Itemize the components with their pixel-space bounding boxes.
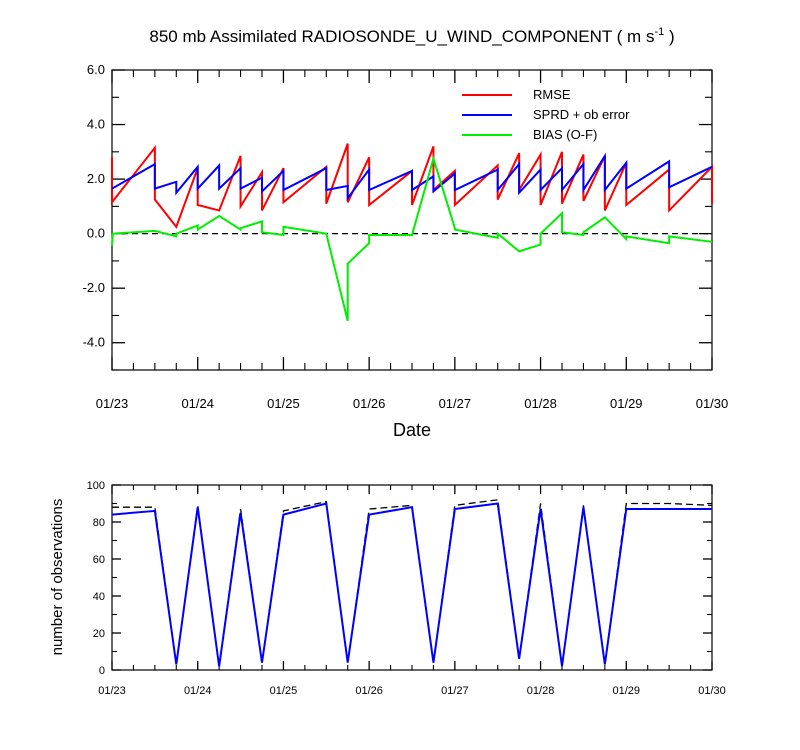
x-tick-label: 01/24 <box>181 396 214 411</box>
y-tick-label: 80 <box>93 517 105 529</box>
y-tick-label: 60 <box>93 554 105 566</box>
x-tick-label: 01/29 <box>613 685 641 697</box>
y-tick-label: 6.0 <box>87 62 105 77</box>
y-tick-label: 4.0 <box>87 117 105 132</box>
x-tick-label: 01/30 <box>698 685 726 697</box>
x-tick-label: 01/29 <box>610 396 643 411</box>
y-tick-label: 0.0 <box>87 226 105 241</box>
x-tick-label: 01/30 <box>696 396 729 411</box>
chart-title: 850 mb Assimilated RADIOSONDE_U_WIND_COM… <box>149 26 674 46</box>
x-tick-label: 01/23 <box>98 685 126 697</box>
x-tick-label: 01/27 <box>441 685 469 697</box>
top-panel: 01/23 01/24 01/25 01/26 01/27 01/28 01/29 01/30… <box>83 62 729 440</box>
series-line-1 <box>111 502 712 667</box>
top-series-group <box>111 143 713 322</box>
series-line-2 <box>111 155 713 322</box>
y-tick-label: 40 <box>93 591 105 603</box>
y-tick-label: 100 <box>87 480 105 492</box>
x-tick-label: 01/26 <box>353 396 386 411</box>
title-unit-superscript: -1 <box>654 26 664 38</box>
series-line-0 <box>112 499 713 667</box>
legend: RMSE SPRD + ob error BIAS (O-F) <box>462 87 630 142</box>
x-tick-label: 01/26 <box>355 685 383 697</box>
x-tick-label: 01/24 <box>184 685 212 697</box>
x-tick-label: 01/28 <box>527 685 555 697</box>
y-axis-label-observations: number of observations <box>49 499 66 656</box>
bottom-panel: 01/23 01/24 01/25 01/26 01/27 01/28 01/29 01/30… <box>49 480 726 697</box>
series-line-1 <box>111 152 713 202</box>
y-tick-label: 20 <box>93 628 105 640</box>
y-tick-label: -4.0 <box>83 335 105 350</box>
x-tick-label: 01/28 <box>524 396 557 411</box>
x-tick-label: 01/25 <box>270 685 298 697</box>
x-tick-label: 01/25 <box>267 396 300 411</box>
x-tick-label: 01/27 <box>439 396 472 411</box>
legend-label-1: SPRD + ob error <box>533 107 630 122</box>
legend-label-0: RMSE <box>533 87 571 102</box>
x-tick-label: 01/23 <box>96 396 129 411</box>
legend-label-2: BIAS (O-F) <box>533 127 597 142</box>
y-tick-label: 0 <box>99 665 105 677</box>
bottom-series-group <box>111 499 713 667</box>
x-axis-label: Date <box>393 420 431 440</box>
top-axis-ticks: 01/23 01/24 01/25 01/26 01/27 01/28 01/29 01/30… <box>83 62 729 411</box>
title-main-text: 850 mb Assimilated RADIOSONDE_U_WIND_COM… <box>149 27 654 46</box>
y-tick-label: 2.0 <box>87 171 105 186</box>
y-tick-label: -2.0 <box>83 280 105 295</box>
bottom-axis-ticks: 01/23 01/24 01/25 01/26 01/27 01/28 01/29 01/30… <box>87 480 726 697</box>
title-close-text: ) <box>664 27 674 46</box>
